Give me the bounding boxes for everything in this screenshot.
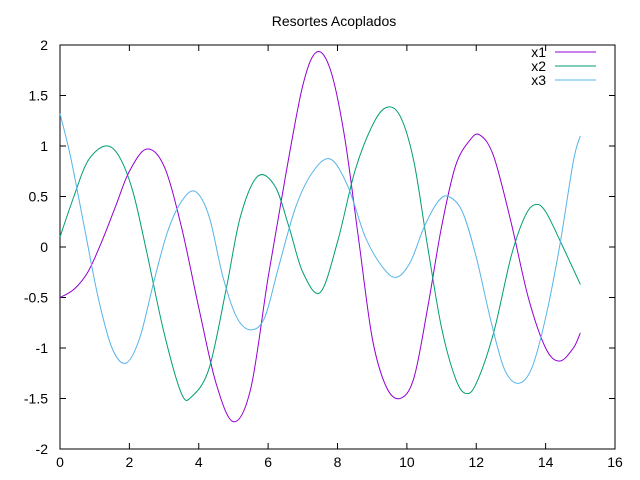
legend-label-x1: x1 — [531, 44, 546, 60]
series-line-x2 — [59, 106, 581, 401]
y-tick-label: 1 — [40, 138, 48, 154]
legend-label-x2: x2 — [531, 58, 546, 74]
chart-title: Resortes Acoplados — [272, 13, 397, 29]
y-tick-label: -1.5 — [24, 391, 48, 407]
legend-label-x3: x3 — [531, 72, 546, 88]
y-tick-label: 0.5 — [29, 189, 49, 205]
y-tick-label: 2 — [40, 37, 48, 53]
x-tick-label: 8 — [334, 454, 342, 470]
y-tick-label: -2 — [36, 441, 49, 457]
series-lines — [59, 51, 581, 423]
y-tick-label: -0.5 — [24, 290, 48, 306]
x-tick-label: 2 — [125, 454, 133, 470]
x-tick-label: 4 — [195, 454, 203, 470]
x-tick-label: 12 — [468, 454, 484, 470]
plot-frame — [59, 44, 616, 450]
y-tick-label: 1.5 — [29, 88, 49, 104]
y-tick-label: 0 — [40, 239, 48, 255]
x-tick-label: 10 — [399, 454, 415, 470]
x-tick-label: 6 — [264, 454, 272, 470]
x-tick-label: 16 — [607, 454, 623, 470]
series-line-x3 — [59, 113, 581, 384]
x-tick-label: 0 — [56, 454, 64, 470]
x-tick-label: 14 — [538, 454, 554, 470]
y-tick-label: -1 — [36, 340, 49, 356]
series-line-x1 — [59, 51, 581, 423]
axis-ticks: 0 2 4 6 8 10 12 14 16 -2 -1.5 -1 -0.5 0 0.5 1 1.5 2 — [24, 37, 623, 470]
